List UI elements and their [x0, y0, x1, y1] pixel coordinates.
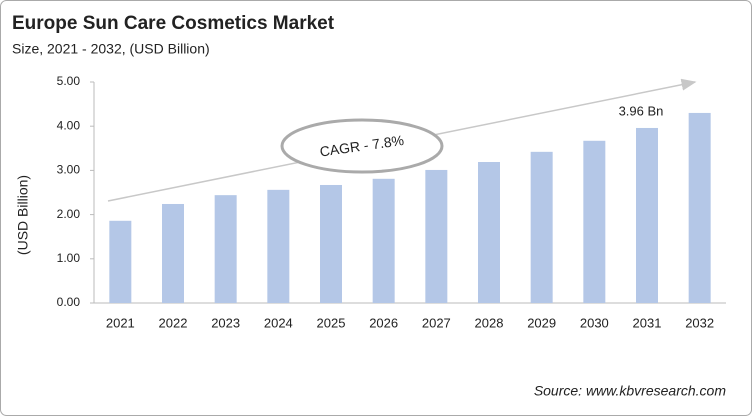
bar	[214, 195, 237, 303]
cagr-ellipse	[280, 118, 444, 174]
source: Source: www.kbvresearch.com	[534, 383, 727, 399]
y-tick-label: 1.00	[57, 251, 81, 265]
bar	[478, 162, 500, 303]
bar	[372, 178, 395, 303]
data-label: 3.96 Bn	[619, 103, 664, 118]
bar	[636, 127, 658, 303]
x-tick-label: 2023	[211, 315, 240, 330]
x-tick-label: 2021	[106, 315, 135, 330]
bar	[162, 203, 184, 303]
x-tick-label: 2028	[475, 315, 504, 330]
bar	[425, 169, 448, 303]
bar	[320, 184, 342, 303]
y-tick-label: 5.00	[57, 74, 81, 88]
bar	[267, 189, 290, 303]
bar	[109, 220, 132, 303]
x-tick-label: 2022	[159, 315, 188, 330]
x-tick-label: 2026	[369, 315, 398, 330]
x-tick-label: 2029	[527, 315, 556, 330]
x-tick-label: 2030	[580, 315, 609, 330]
y-tick-label: 3.00	[57, 163, 81, 177]
x-tick-label: 2032	[685, 315, 714, 330]
x-tick-label: 2031	[633, 315, 662, 330]
y-tick-label: 4.00	[57, 118, 81, 132]
y-tick-label: 2.00	[57, 207, 81, 221]
x-tick-label: 2027	[422, 315, 451, 330]
x-tick-label: 2025	[317, 315, 346, 330]
bar	[688, 112, 711, 303]
y-tick-label: 0.00	[57, 295, 81, 309]
bar	[583, 140, 606, 303]
x-tick-label: 2024	[264, 315, 293, 330]
chart-title: Europe Sun Care Cosmetics Market	[12, 13, 335, 34]
bar	[530, 151, 553, 303]
y-axis-label: (USD Billion)	[15, 175, 31, 255]
chart-subtitle: Size, 2021 - 2032, (USD Billion)	[12, 41, 210, 57]
plot: 0.00 1.00 2.00 3.00 4.00 5.00 2021 2022 2023 2024…	[57, 74, 726, 330]
